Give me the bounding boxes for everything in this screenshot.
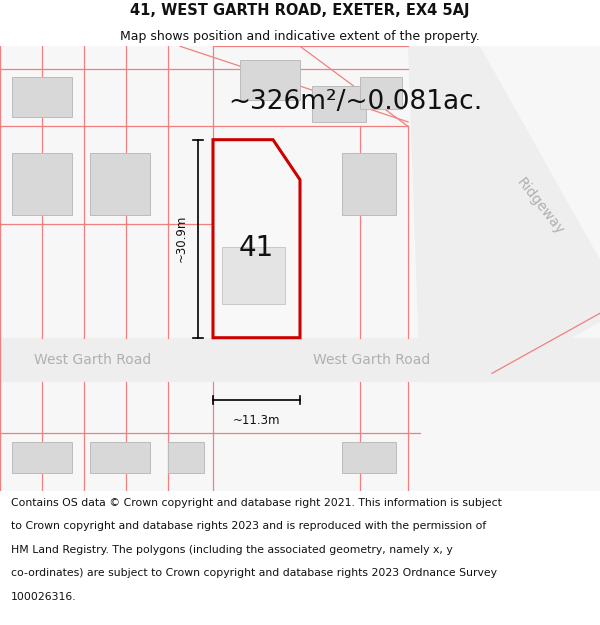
Bar	[342, 442, 396, 474]
Polygon shape	[213, 140, 300, 338]
Text: 41, WEST GARTH ROAD, EXETER, EX4 5AJ: 41, WEST GARTH ROAD, EXETER, EX4 5AJ	[130, 2, 470, 18]
Bar	[12, 153, 72, 216]
Bar	[240, 59, 300, 99]
Bar	[12, 78, 72, 118]
Bar	[90, 153, 150, 216]
Text: ~326m²/~0.081ac.: ~326m²/~0.081ac.	[228, 89, 482, 115]
Text: HM Land Registry. The polygons (including the associated geometry, namely x, y: HM Land Registry. The polygons (includin…	[11, 545, 452, 555]
Bar	[342, 153, 396, 216]
Bar	[90, 442, 150, 474]
Text: to Crown copyright and database rights 2023 and is reproduced with the permissio: to Crown copyright and database rights 2…	[11, 521, 486, 531]
Text: 41: 41	[239, 234, 274, 262]
Bar	[168, 442, 204, 474]
Text: ~30.9m: ~30.9m	[175, 215, 188, 262]
Text: Contains OS data © Crown copyright and database right 2021. This information is : Contains OS data © Crown copyright and d…	[11, 498, 502, 508]
Text: co-ordinates) are subject to Crown copyright and database rights 2023 Ordnance S: co-ordinates) are subject to Crown copyr…	[11, 568, 497, 578]
Text: Ridgeway: Ridgeway	[514, 176, 566, 238]
Text: West Garth Road: West Garth Road	[34, 353, 152, 367]
Text: Map shows position and indicative extent of the property.: Map shows position and indicative extent…	[120, 29, 480, 42]
Bar	[0, 338, 600, 382]
Bar	[312, 86, 366, 122]
Text: 100026316.: 100026316.	[11, 591, 76, 601]
Bar	[222, 246, 285, 304]
Polygon shape	[408, 46, 600, 382]
Bar	[360, 78, 402, 109]
Text: ~11.3m: ~11.3m	[233, 414, 280, 426]
Text: West Garth Road: West Garth Road	[313, 353, 431, 367]
Bar	[12, 442, 72, 474]
